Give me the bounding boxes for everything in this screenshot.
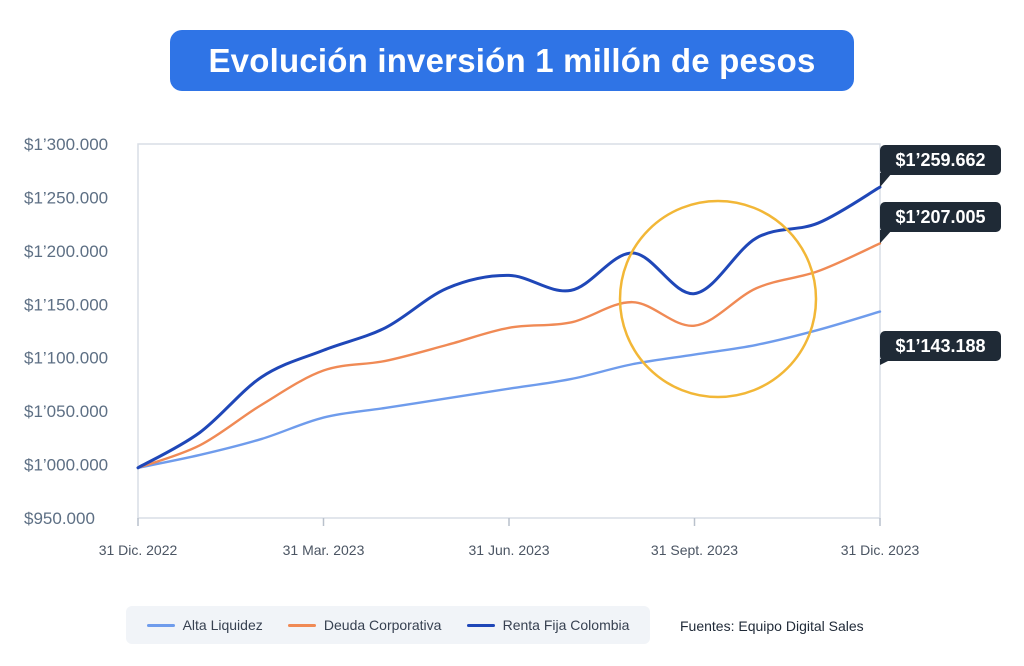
value-callout-pointer [880, 173, 892, 188]
x-tick-label: 31 Mar. 2023 [283, 542, 365, 558]
legend-label: Renta Fija Colombia [502, 617, 630, 633]
y-tick-label: $1’000.000 [24, 456, 108, 475]
y-tick-label: $1’300.000 [24, 135, 108, 154]
x-tick-label: 31 Dic. 2023 [841, 542, 920, 558]
y-tick-label: $1’250.000 [24, 188, 108, 207]
y-tick-label: $1’100.000 [24, 349, 108, 368]
y-tick-label: $1’050.000 [24, 402, 108, 421]
line-chart: $1’300.000 $1’250.000 $1’200.000 $1’150.000… [24, 135, 1001, 558]
legend-label: Deuda Corporativa [323, 617, 442, 633]
chart-title-banner: Evolución inversión 1 millón de pesos [170, 30, 854, 91]
x-tick-label: 31 Jun. 2023 [469, 542, 550, 558]
legend-item-alta-liquidez: Alta Liquidez [146, 617, 263, 633]
value-callout-pointer [880, 230, 892, 244]
value-callout-box [880, 331, 1001, 361]
value-callout-box [880, 145, 1001, 175]
plot-frame [137, 143, 881, 519]
value-callout-label: $1’143.188 [895, 336, 985, 356]
legend-swatch-alta-liquidez [146, 623, 175, 627]
highlight-circle [618, 199, 818, 399]
x-tick-label: 31 Sept. 2023 [651, 542, 738, 558]
deuda-corporativa-line [136, 242, 882, 469]
legend-swatch-deuda-corporativa [287, 623, 316, 627]
value-callout-label: $1’259.662 [895, 150, 985, 170]
alta-liquidez-line [136, 310, 882, 469]
legend-swatch-renta-fija-colombia [466, 623, 495, 627]
renta-fija-colombia-line [136, 185, 882, 470]
legend-label: Alta Liquidez [182, 617, 263, 633]
y-tick-label: $1’150.000 [24, 295, 108, 314]
legend-item-renta-fija-colombia: Renta Fija Colombia [466, 617, 630, 633]
chart-title: Evolución inversión 1 millón de pesos [208, 41, 816, 79]
source-note: Fuentes: Equipo Digital Sales [680, 618, 864, 634]
value-callout-label: $1’207.005 [895, 207, 985, 227]
value-callout-box [880, 202, 1001, 232]
y-tick-label: $950.000 [24, 509, 95, 528]
legend-item-deuda-corporativa: Deuda Corporativa [287, 617, 442, 633]
value-callout-pointer [880, 359, 892, 365]
y-tick-label: $1’200.000 [24, 242, 108, 261]
legend: Alta Liquidez Deuda Corporativa Renta Fi… [126, 606, 650, 644]
x-tick-label: 31 Dic. 2022 [99, 542, 178, 558]
